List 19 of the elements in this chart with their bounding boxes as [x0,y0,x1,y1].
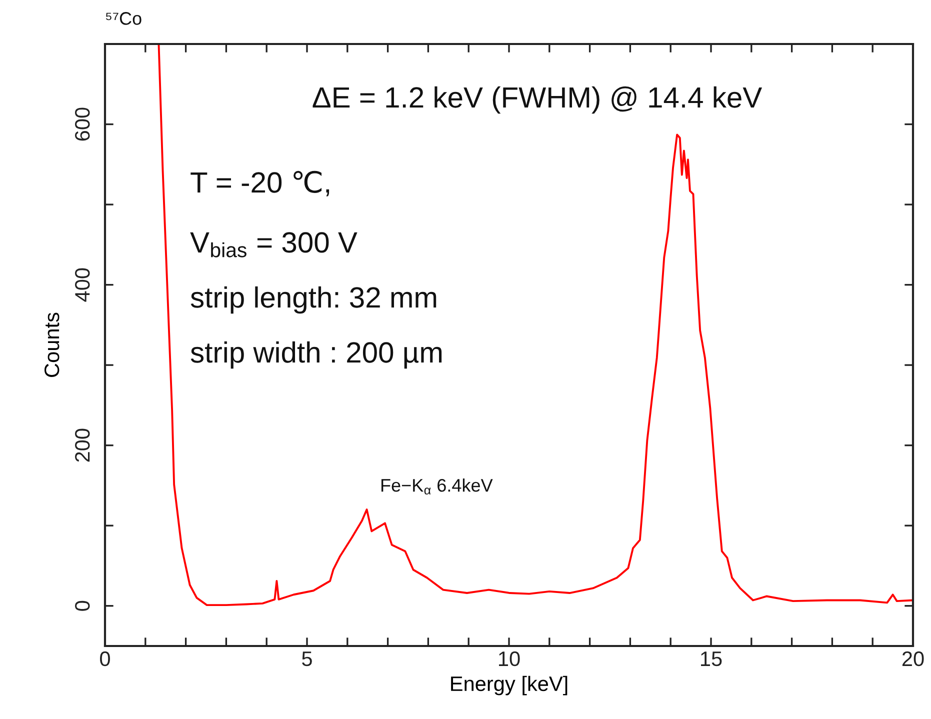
annotation: Fe−K$_{α}$ 6.4keV [381,478,493,495]
x-axis-title: Energy [keV] [451,676,568,696]
y-tick-label: 400 [75,268,90,302]
annotation: V$_{bias}$ = 300 V [190,232,358,258]
x-tick-label: 10 [499,651,520,666]
annotation: strip length: 32 mm [190,286,436,314]
x-tick-label: 20 [902,651,924,666]
x-tick-label: 15 [701,652,722,666]
annotation: T = -20 ℃, [190,170,330,196]
annotation: strip width : 200 µm [190,341,442,369]
x-tick-label: 5 [302,652,312,666]
line-series [158,44,913,606]
y-tick-label: 600 [75,108,90,141]
text: ⁵⁷Co [106,12,142,25]
x-tick-label: 0 [100,651,110,666]
y-axis-title: Counts [44,312,60,377]
y-tick-label: 0 [75,600,90,611]
y-tick-label: 200 [75,428,90,462]
annotation: ΔE = 1.2 keV (FWHM) @ 14.4 keV [312,86,762,114]
